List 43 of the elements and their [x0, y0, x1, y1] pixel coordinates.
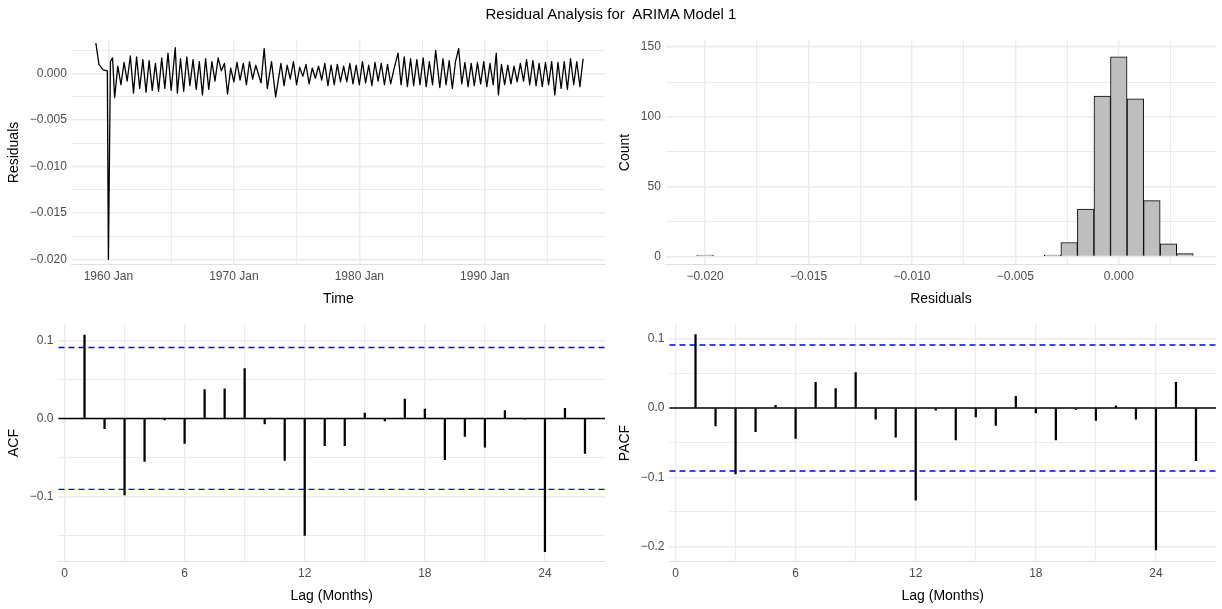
- x-tick-label: 24: [538, 566, 552, 581]
- x-tick-label: 1970 Jan: [209, 269, 259, 284]
- x-tick-label: −0.020: [686, 269, 724, 284]
- y-tick-label: 100: [640, 109, 662, 124]
- x-tick-label: 1960 Jan: [83, 269, 134, 284]
- y-tick-label: 150: [640, 39, 662, 54]
- y-tick-label: 0.0: [647, 400, 665, 415]
- y-tick-label: 0.1: [647, 331, 665, 346]
- x-axis-title: Time: [323, 290, 354, 307]
- x-tick-label: 0: [672, 566, 680, 581]
- chart-title: Residual Analysis for ARIMA Model 1: [484, 4, 738, 24]
- x-tick-label: 1980 Jan: [334, 269, 385, 284]
- y-tick-label: 50: [647, 178, 662, 193]
- y-tick-label: −0.020: [29, 251, 68, 266]
- x-tick-label: 18: [1029, 566, 1043, 581]
- x-tick-label: 1990 Jan: [460, 269, 510, 284]
- x-axis-title: Lag (Months): [901, 587, 984, 604]
- x-tick-label: −0.010: [893, 269, 931, 284]
- y-tick-label: −0.1: [29, 488, 54, 503]
- x-tick-label: 0.000: [1103, 269, 1135, 284]
- x-tick-label: 12: [298, 566, 312, 581]
- x-tick-label: −0.015: [790, 269, 828, 284]
- x-tick-label: 24: [1149, 566, 1163, 581]
- y-axis-title: Residuals: [5, 121, 22, 184]
- y-tick-label: 0.0: [36, 410, 54, 425]
- y-tick-label: −0.015: [29, 205, 68, 220]
- y-tick-label: 0: [654, 248, 662, 263]
- x-tick-label: −0.005: [996, 269, 1035, 284]
- y-axis-title: ACF: [5, 429, 22, 457]
- x-tick-label: 6: [181, 566, 189, 581]
- y-tick-label: −0.1: [640, 469, 665, 484]
- y-tick-label: −0.2: [640, 538, 665, 553]
- y-axis-title: PACF: [616, 424, 633, 462]
- x-axis-title: Lag (Months): [290, 587, 373, 604]
- y-tick-label: −0.005: [29, 112, 68, 127]
- y-tick-label: −0.010: [29, 158, 68, 173]
- y-tick-label: 0.1: [36, 332, 54, 347]
- x-tick-label: 18: [418, 566, 432, 581]
- x-tick-label: 6: [792, 566, 800, 581]
- x-axis-title: Residuals: [910, 290, 972, 307]
- x-tick-label: 12: [909, 566, 923, 581]
- y-tick-label: 0.000: [36, 65, 68, 80]
- y-axis-title: Count: [616, 133, 633, 172]
